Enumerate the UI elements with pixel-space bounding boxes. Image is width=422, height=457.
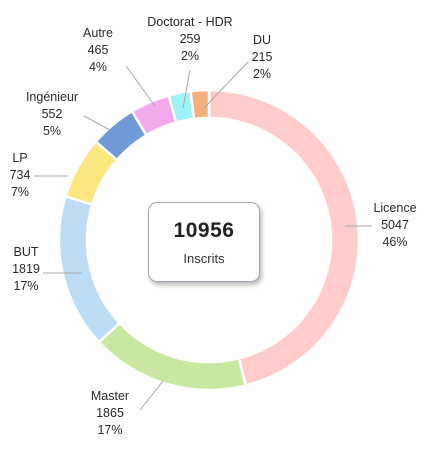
label-value-licence: 5047	[381, 218, 409, 232]
label-name-du: DU	[253, 33, 271, 47]
leader-line-du	[203, 61, 249, 109]
label-autre: Autre 465 4%	[83, 26, 113, 74]
total-value: 10956	[173, 219, 235, 242]
label-percent-master: 17%	[97, 423, 122, 437]
total-label: Inscrits	[183, 251, 225, 266]
label-doctorat-hdr: Doctorat - HDR 259 2%	[147, 15, 232, 63]
label-percent-ingenieur: 5%	[43, 124, 61, 138]
slice-du	[189, 88, 211, 121]
label-ingenieur: Ingénieur 552 5%	[26, 90, 78, 138]
leader-line-autre	[125, 65, 156, 107]
label-name-lp: LP	[12, 151, 27, 165]
label-du: DU 215 2%	[252, 33, 273, 81]
label-name-autre: Autre	[83, 26, 113, 40]
label-lp: LP 734 7%	[10, 151, 31, 199]
label-percent-autre: 4%	[89, 60, 107, 74]
label-but: BUT 1819 17%	[12, 245, 40, 293]
label-name-master: Master	[91, 389, 129, 403]
label-percent-doctorat-hdr: 2%	[181, 49, 199, 63]
label-value-but: 1819	[12, 262, 40, 276]
label-name-but: BUT	[14, 245, 39, 259]
leader-line-doctorat-hdr	[182, 69, 191, 109]
label-master: Master 1865 17%	[91, 389, 129, 437]
label-licence: Licence 5047 46%	[373, 201, 416, 249]
label-name-ingenieur: Ingénieur	[26, 90, 78, 104]
label-percent-du: 2%	[253, 67, 271, 81]
slice-master	[97, 321, 248, 392]
label-percent-but: 17%	[13, 279, 38, 293]
label-value-lp: 734	[10, 168, 31, 182]
slice-but	[57, 194, 122, 344]
leader-line-ingenieur	[83, 115, 111, 131]
label-name-doctorat-hdr: Doctorat - HDR	[147, 15, 232, 29]
label-value-du: 215	[252, 50, 273, 64]
label-percent-licence: 46%	[382, 235, 407, 249]
label-value-ingenieur: 552	[42, 107, 63, 121]
label-value-autre: 465	[88, 43, 109, 57]
label-percent-lp: 7%	[11, 185, 29, 199]
label-value-master: 1865	[96, 406, 124, 420]
label-value-doctorat-hdr: 259	[180, 32, 201, 46]
label-name-licence: Licence	[373, 201, 416, 215]
total-callout: 10956 Inscrits	[148, 202, 260, 282]
leader-line-master	[139, 380, 164, 411]
